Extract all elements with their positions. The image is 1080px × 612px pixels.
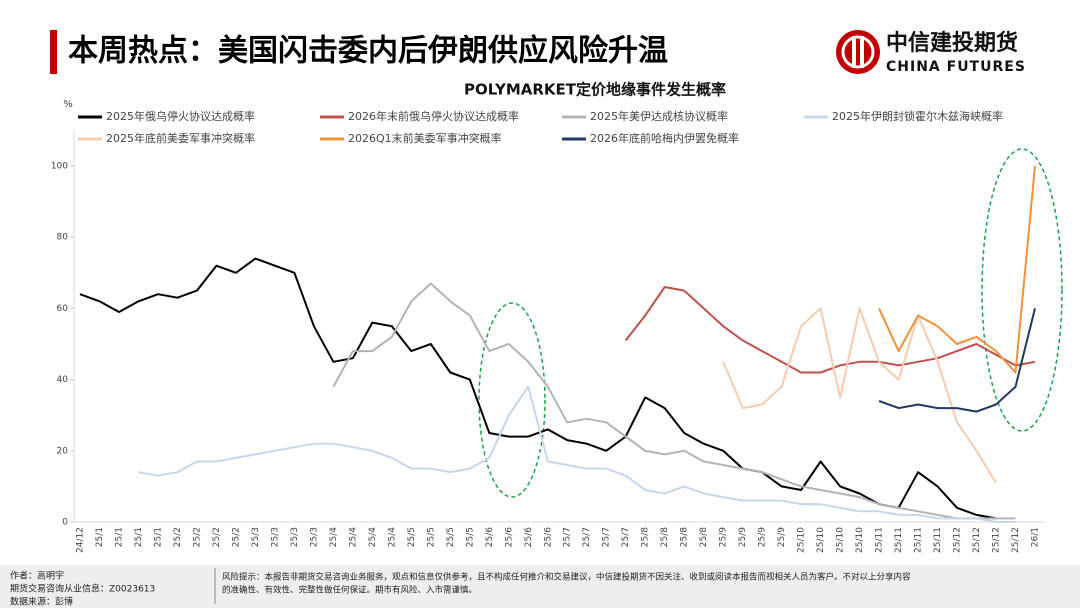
legend-label: 2025年底前美委军事冲突概率 bbox=[106, 131, 255, 145]
footer-bg bbox=[0, 565, 1080, 608]
x-tick-label: 25/10 bbox=[855, 527, 865, 553]
x-tick-label: 25/6 bbox=[524, 527, 534, 547]
logo-icon-bar bbox=[860, 36, 864, 68]
series-line bbox=[79, 257, 997, 520]
y-tick-label: 0 bbox=[62, 518, 68, 528]
x-tick-label: 25/3 bbox=[290, 527, 300, 547]
x-tick-label: 25/8 bbox=[660, 527, 670, 547]
y-tick-label: 80 bbox=[57, 233, 69, 243]
x-tick-label: 25/12 bbox=[1011, 527, 1021, 553]
x-tick-label: 26/1 bbox=[1031, 527, 1041, 547]
x-tick-label: 25/12 bbox=[992, 527, 1002, 553]
x-tick-label: 25/8 bbox=[641, 527, 651, 547]
x-tick-label: 25/5 bbox=[407, 527, 417, 547]
series-line bbox=[878, 165, 1036, 374]
footer-source: 数据来源：彭博 bbox=[10, 596, 73, 608]
x-tick-label: 25/4 bbox=[387, 527, 397, 547]
legend-label: 2026Q1末前美委军事冲突概率 bbox=[348, 131, 502, 145]
logo-en: CHINA FUTURES bbox=[886, 59, 1026, 75]
x-tick-label: 25/4 bbox=[348, 527, 358, 547]
y-tick-label: 20 bbox=[57, 446, 69, 456]
y-tick-label: 40 bbox=[57, 375, 69, 385]
x-tick-label: 25/9 bbox=[738, 527, 748, 547]
x-tick-label: 25/1 bbox=[134, 527, 144, 547]
x-tick-label: 25/10 bbox=[797, 527, 807, 553]
footer-license: 期货交易咨询从业信息：Z0023613 bbox=[10, 583, 155, 595]
logo-icon-bar bbox=[852, 36, 856, 68]
legend-label: 2025年俄乌停火协议达成概率 bbox=[106, 109, 255, 123]
x-tick-label: 25/11 bbox=[914, 527, 924, 553]
x-tick-label: 25/5 bbox=[446, 527, 456, 547]
x-tick-label: 25/6 bbox=[543, 527, 553, 547]
x-tick-label: 25/6 bbox=[485, 527, 495, 547]
x-tick-label: 25/11 bbox=[933, 527, 943, 553]
x-tick-label: 25/7 bbox=[563, 527, 573, 547]
x-tick-label: 25/3 bbox=[309, 527, 319, 547]
logo-cn: 中信建投期货 bbox=[886, 30, 1018, 56]
x-tick-label: 25/5 bbox=[465, 527, 475, 547]
x-tick-label: 25/11 bbox=[894, 527, 904, 553]
x-tick-label: 25/2 bbox=[231, 527, 241, 547]
chart-title: POLYMARKET定价地缘事件发生概率 bbox=[464, 81, 726, 99]
title-bar bbox=[50, 30, 57, 74]
x-tick-label: 25/2 bbox=[212, 527, 222, 547]
x-tick-label: 25/1 bbox=[95, 527, 105, 547]
x-tick-label: 25/2 bbox=[192, 527, 202, 547]
x-tick-label: 25/4 bbox=[329, 527, 339, 547]
footer-risk: 风险提示：本报告非期货交易咨询业务服务，观点和信息仅供参考，且不构成任何推介和交… bbox=[222, 572, 911, 583]
x-tick-label: 25/11 bbox=[875, 527, 885, 553]
x-tick-label: 25/1 bbox=[114, 527, 124, 547]
y-tick-label: 100 bbox=[51, 162, 68, 172]
series-line bbox=[722, 307, 997, 484]
highlight-ellipse bbox=[981, 148, 1063, 432]
series-line bbox=[332, 282, 1016, 520]
x-tick-label: 25/1 bbox=[153, 527, 163, 547]
x-tick-label: 25/10 bbox=[836, 527, 846, 553]
footer-author: 作者：高明宇 bbox=[10, 570, 64, 582]
series-line bbox=[138, 385, 1016, 523]
x-tick-label: 25/5 bbox=[426, 527, 436, 547]
x-tick-label: 25/7 bbox=[602, 527, 612, 547]
x-tick-label: 25/8 bbox=[680, 527, 690, 547]
y-axis-label: % bbox=[63, 99, 73, 110]
x-tick-label: 25/12 bbox=[953, 527, 963, 553]
x-tick-label: 25/9 bbox=[719, 527, 729, 547]
x-tick-label: 25/3 bbox=[251, 527, 261, 547]
x-tick-label: 25/8 bbox=[699, 527, 709, 547]
legend-label: 2026年末前俄乌停火协议达成概率 bbox=[348, 109, 519, 123]
footer-risk: 的准确性、有效性、完整性做任何保证。期市有风险、入市需谨慎。 bbox=[222, 585, 477, 596]
y-tick-label: 60 bbox=[57, 304, 69, 314]
x-tick-label: 25/2 bbox=[173, 527, 183, 547]
x-tick-label: 25/10 bbox=[816, 527, 826, 553]
x-tick-label: 25/12 bbox=[972, 527, 982, 553]
x-tick-label: 25/9 bbox=[777, 527, 787, 547]
x-tick-label: 25/7 bbox=[582, 527, 592, 547]
legend-label: 2026年底前哈梅内伊罢免概率 bbox=[590, 131, 739, 145]
legend-label: 2025年伊朗封锁霍尔木兹海峡概率 bbox=[832, 109, 1003, 123]
x-tick-label: 25/3 bbox=[270, 527, 280, 547]
slide-title: 本周热点：美国闪击委内后伊朗供应风险升温 bbox=[68, 34, 668, 69]
logo: 中信建投期货 CHINA FUTURES bbox=[836, 30, 1026, 75]
series-line bbox=[624, 286, 1036, 374]
x-tick-label: 24/12 bbox=[76, 527, 86, 553]
highlight-ellipse bbox=[478, 302, 546, 498]
x-tick-label: 25/9 bbox=[758, 527, 768, 547]
x-tick-label: 25/4 bbox=[368, 527, 378, 547]
series-line bbox=[878, 308, 1036, 413]
x-tick-label: 25/6 bbox=[504, 527, 514, 547]
logo-icon-ring bbox=[841, 35, 875, 69]
legend-label: 2025年美伊达成核协议概率 bbox=[590, 109, 728, 123]
x-tick-label: 25/7 bbox=[621, 527, 631, 547]
